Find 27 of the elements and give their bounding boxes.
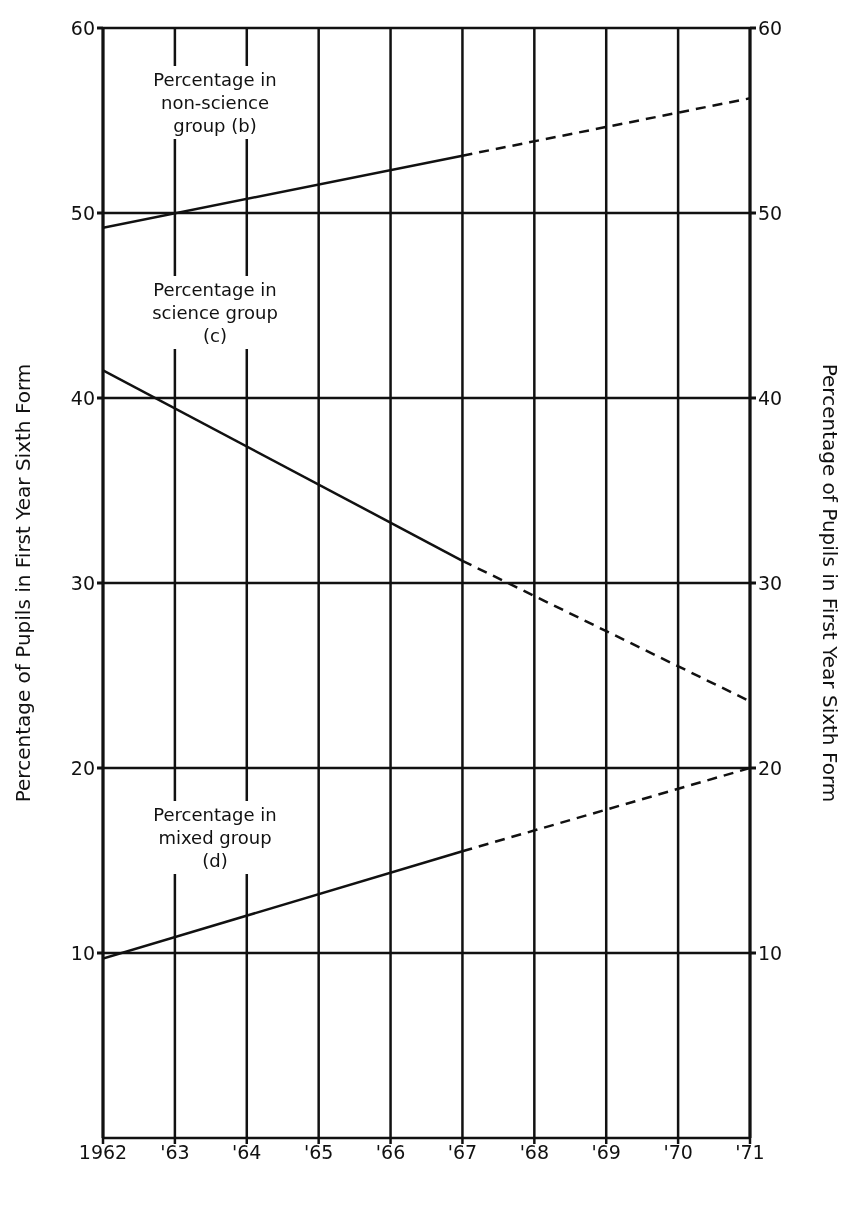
y-tick-label: 10 bbox=[70, 941, 95, 964]
x-tick-label: '63 bbox=[160, 1141, 190, 1164]
y2-tick-label: 50 bbox=[758, 201, 783, 224]
x-tick-label: '66 bbox=[375, 1141, 406, 1164]
y2-tick-label: 20 bbox=[758, 756, 783, 779]
y2-tick-label: 40 bbox=[758, 386, 783, 409]
y-tick-label: 50 bbox=[70, 201, 95, 224]
y-tick-label: 60 bbox=[70, 16, 95, 39]
y-tick-label: 20 bbox=[70, 756, 95, 779]
x-tick-label: '68 bbox=[519, 1141, 550, 1164]
y2-tick-label: 30 bbox=[758, 571, 783, 594]
annotation: Percentage in non-science group (b) bbox=[148, 66, 282, 139]
y2-axis-title: Percentage of Pupils in First Year Sixth Form bbox=[817, 363, 842, 803]
annotation: Percentage in mixed group (d) bbox=[148, 801, 282, 874]
x-tick-label: '64 bbox=[232, 1141, 262, 1164]
annotation: Percentage in science group (c) bbox=[148, 276, 282, 349]
x-tick-label: '65 bbox=[303, 1141, 334, 1164]
x-tick-label: '70 bbox=[663, 1141, 693, 1164]
y2-tick-label: 60 bbox=[758, 16, 783, 39]
y2-tick-label: 10 bbox=[758, 941, 783, 964]
x-tick-label: '67 bbox=[447, 1141, 478, 1164]
y-tick-label: 30 bbox=[70, 571, 95, 594]
x-tick-label: '71 bbox=[735, 1141, 765, 1164]
x-tick-label: '69 bbox=[591, 1141, 621, 1164]
x-tick-label: 1962 bbox=[78, 1141, 128, 1164]
y-axis-title: Percentage of Pupils in First Year Sixth Form bbox=[11, 363, 36, 803]
y-tick-label: 40 bbox=[70, 386, 95, 409]
